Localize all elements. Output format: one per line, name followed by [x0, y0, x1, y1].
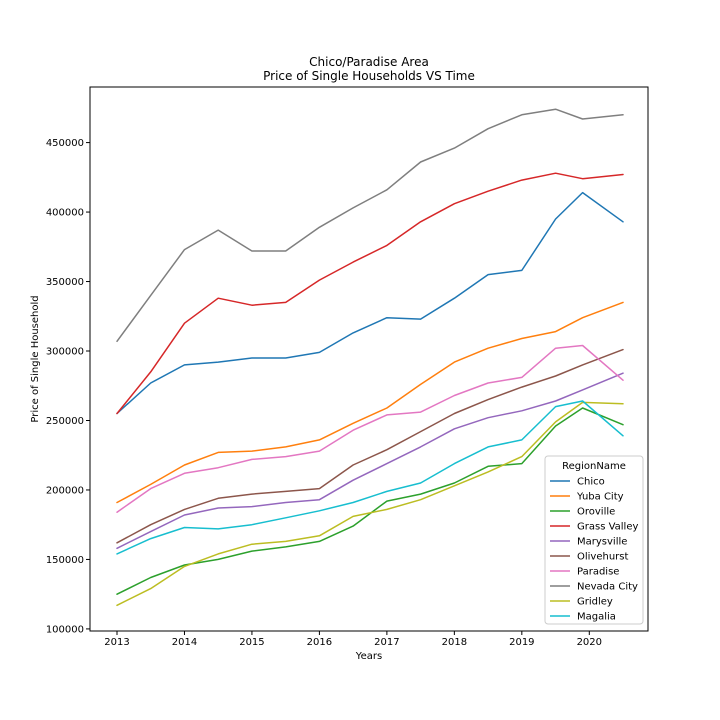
y-tick-label: 400000: [46, 208, 84, 219]
y-axis: 100000 150000 200000 250000 300000 350000 4000…: [46, 138, 90, 635]
series-line-chico: [116, 191, 624, 415]
series-line-paradise: [116, 344, 624, 513]
x-axis-label: Years: [355, 651, 382, 662]
y-tick-label: 250000: [46, 416, 84, 427]
legend-entry-label: Chico: [577, 477, 605, 488]
x-axis: 2013 2014 2015 2016 2017 2018 2019 2020: [104, 631, 602, 648]
plot-area-frame: [89, 86, 649, 632]
y-tick-label: 200000: [46, 485, 84, 496]
series-line-gridley: [116, 401, 624, 607]
x-tick-label: 2014: [172, 637, 197, 648]
legend-entry-label: Gridley: [577, 597, 613, 608]
series-lines: [116, 108, 624, 607]
series-line-olivehurst: [116, 348, 624, 544]
series-line-grass-valley: [116, 172, 624, 415]
x-tick-label: 2019: [509, 637, 534, 648]
series-line-nevada-city: [116, 108, 624, 343]
x-tick-label: 2017: [374, 637, 399, 648]
series-line-yuba-city: [116, 301, 624, 504]
legend-entry-label: Magalia: [577, 612, 616, 623]
legend: RegionName Chico Yuba City Oroville Grass V…: [544, 455, 644, 625]
y-tick-label: 300000: [46, 347, 84, 358]
x-tick-label: 2015: [239, 637, 264, 648]
series-line-marysville: [116, 372, 624, 550]
legend-entry-label: Nevada City: [577, 582, 638, 593]
y-tick-label: 450000: [46, 138, 84, 149]
x-tick-label: 2018: [442, 637, 467, 648]
legend-box: [544, 455, 644, 625]
legend-entry-label: Paradise: [577, 567, 619, 578]
chart-subtitle: Price of Single Households VS Time: [263, 69, 475, 83]
chart-title: Chico/Paradise Area: [309, 55, 429, 69]
x-tick-label: 2016: [307, 637, 332, 648]
legend-title: RegionName: [562, 461, 626, 472]
legend-entry-label: Olivehurst: [577, 552, 628, 563]
series-line-magalia: [116, 400, 624, 555]
y-tick-label: 150000: [46, 555, 84, 566]
legend-entry-label: Grass Valley: [577, 522, 638, 533]
y-tick-label: 350000: [46, 277, 84, 288]
y-axis-label: Price of Single Household: [30, 295, 41, 422]
legend-entry-label: Yuba City: [576, 492, 624, 503]
x-tick-label: 2020: [577, 637, 602, 648]
x-tick-label: 2013: [104, 637, 129, 648]
legend-entry-label: Oroville: [577, 507, 615, 518]
legend-entry-label: Marysville: [577, 537, 627, 548]
y-tick-label: 100000: [46, 624, 84, 635]
